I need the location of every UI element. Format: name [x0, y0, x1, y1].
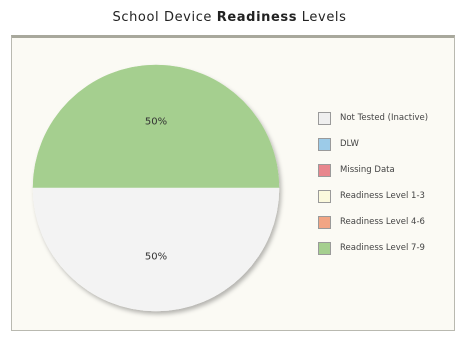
legend-label-readiness-1-3: Readiness Level 1-3	[340, 191, 425, 201]
chart-title-suffix: Levels	[297, 10, 347, 25]
legend-label-missing-data: Missing Data	[340, 165, 395, 175]
chart-title-bold: Readiness	[216, 10, 298, 25]
legend-label-dlw: DLW	[340, 139, 359, 149]
legend-item-readiness-4-6: Readiness Level 4-6	[318, 214, 455, 230]
pie-slice-labels: 50% 50%	[145, 116, 167, 262]
pie-slice-label-1: 50%	[145, 116, 167, 127]
chart-legend: Not Tested (Inactive) DLW Missing Data R…	[318, 110, 455, 266]
pie-slices	[32, 64, 280, 312]
legend-item-dlw: DLW	[318, 136, 455, 152]
legend-label-readiness-7-9: Readiness Level 7-9	[340, 243, 425, 253]
legend-item-readiness-1-3: Readiness Level 1-3	[318, 188, 455, 204]
legend-item-missing-data: Missing Data	[318, 162, 455, 178]
pie-slice-1	[32, 64, 280, 189]
legend-swatch-missing-data	[318, 163, 331, 177]
chart-title-prefix: School Device	[112, 10, 217, 25]
legend-swatch-readiness-4-6	[318, 215, 331, 229]
legend-label-readiness-4-6: Readiness Level 4-6	[340, 217, 425, 227]
legend-swatch-readiness-1-3	[318, 189, 331, 203]
legend-item-readiness-7-9: Readiness Level 7-9	[318, 240, 455, 256]
legend-swatch-not-tested	[318, 111, 331, 125]
pie-slice-2	[32, 187, 280, 312]
pie-slice-label-2: 50%	[145, 252, 167, 263]
legend-label-not-tested: Not Tested (Inactive)	[340, 113, 429, 123]
legend-swatch-readiness-7-9	[318, 241, 331, 255]
chart-title: School Device Readiness Levels	[0, 10, 459, 25]
legend-item-not-tested: Not Tested (Inactive)	[318, 110, 455, 126]
legend-swatch-dlw	[318, 137, 331, 151]
